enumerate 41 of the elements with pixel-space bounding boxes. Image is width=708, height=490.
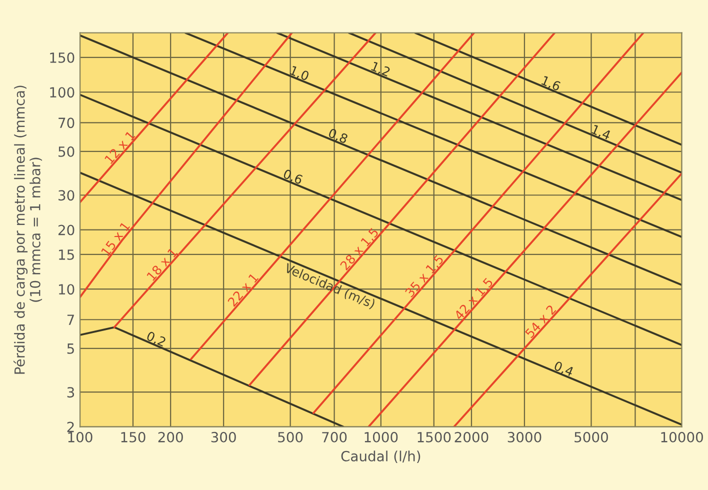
y-tick-label: 10 xyxy=(58,284,74,295)
text: 12 x 1 xyxy=(104,130,136,164)
text: 0,4 xyxy=(553,360,574,378)
y-tick-label: 70 xyxy=(58,118,74,128)
text: 35 x 1,5 xyxy=(404,254,445,298)
x-tick-label: 10000 xyxy=(661,432,703,442)
text: 0,2 xyxy=(146,330,166,348)
text: 0,6 xyxy=(282,168,304,186)
y-tick-label: 3 xyxy=(67,387,74,398)
text: 18 x 1 xyxy=(146,247,178,282)
y-tick-label: 7 xyxy=(67,314,74,325)
text: 22 x 1 xyxy=(227,272,259,307)
x-tick-label: 700 xyxy=(322,432,347,442)
x-tick-label: 150 xyxy=(121,432,146,442)
x-tick-label: 1500 xyxy=(418,432,451,442)
text: 0,8 xyxy=(327,128,348,145)
y-tick-label: 30 xyxy=(58,190,74,201)
x-tick-label: 3000 xyxy=(508,432,542,442)
y-tick-label: 50 xyxy=(58,146,74,157)
x-tick-label: 500 xyxy=(278,432,303,442)
x-tick-label: 1000 xyxy=(364,432,398,442)
y-tick-label: 100 xyxy=(50,87,74,98)
text: 1,0 xyxy=(289,65,310,82)
y-tick-label: 20 xyxy=(58,224,74,236)
text: 42 x 1,5 xyxy=(454,277,494,322)
x-tick-label: 5000 xyxy=(574,432,608,442)
x-tick-label: 200 xyxy=(158,432,183,442)
x-tick-label: 300 xyxy=(211,432,236,442)
y-tick-label: 15 xyxy=(58,250,74,260)
text: 15 x 1 xyxy=(100,222,130,257)
text: 28 x 1,5 xyxy=(340,227,380,272)
x-axis-title: Caudal (l/h) xyxy=(341,450,420,464)
text: 1,6 xyxy=(540,76,562,92)
y-tick-label: 5 xyxy=(67,344,74,354)
text: 54 x 2 xyxy=(524,304,556,338)
y-tick-label: 150 xyxy=(50,52,74,63)
y-axis-title: Pérdida de carga por metro lineal (mmca) (10 mmca = 1 mbar) xyxy=(14,86,42,374)
x-tick-label: 2000 xyxy=(454,432,488,442)
text: 1,2 xyxy=(370,61,390,78)
y-tick-label: 2 xyxy=(67,422,74,432)
text: 1,4 xyxy=(590,124,612,142)
